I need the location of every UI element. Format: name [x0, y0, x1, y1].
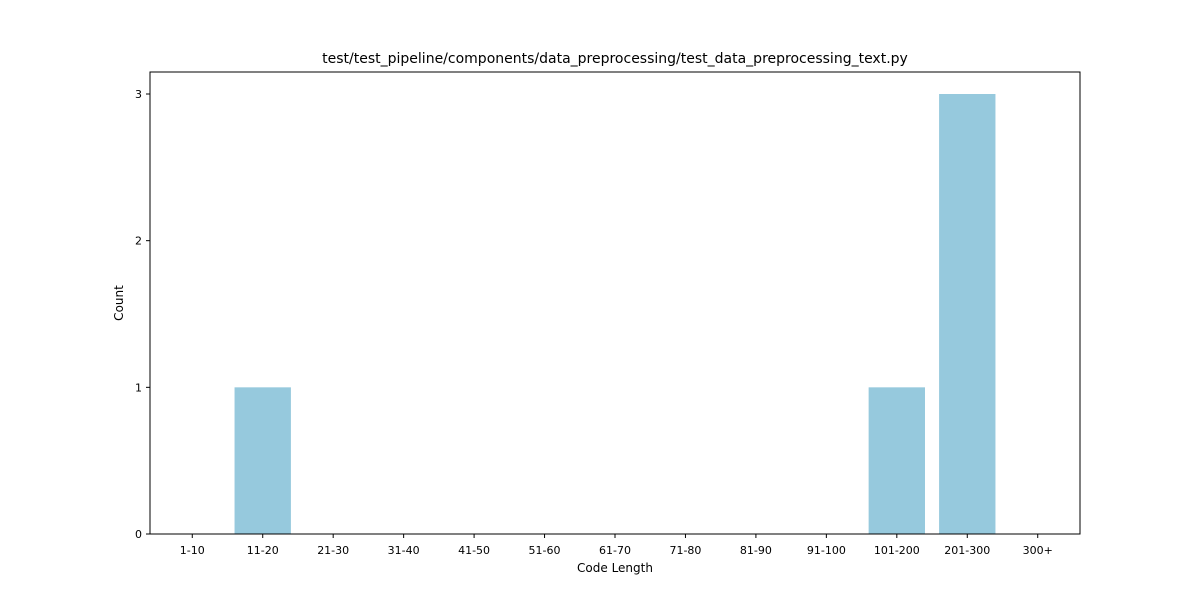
x-tick-label: 11-20: [247, 544, 279, 557]
y-tick-label: 2: [135, 235, 142, 248]
x-tick-label: 81-90: [740, 544, 772, 557]
x-tick-label: 61-70: [599, 544, 631, 557]
x-tick-label: 51-60: [529, 544, 561, 557]
bar-101-200: [868, 387, 925, 534]
y-tick-label: 3: [135, 88, 142, 101]
chart-title: test/test_pipeline/components/data_prepr…: [322, 51, 908, 67]
y-tick-label: 1: [135, 381, 142, 394]
x-tick-label: 300+: [1023, 544, 1053, 557]
x-tick-label: 71-80: [669, 544, 701, 557]
x-tick-label: 31-40: [388, 544, 420, 557]
y-tick-label: 0: [135, 528, 142, 541]
x-tick-label: 41-50: [458, 544, 490, 557]
x-axis-label: Code Length: [577, 561, 653, 575]
y-axis-label: Count: [112, 285, 126, 321]
x-tick-label: 101-200: [874, 544, 920, 557]
y-axis-ticks: 0 1 2 3: [135, 88, 150, 541]
bar-201-300: [939, 94, 996, 534]
bars: [234, 94, 996, 534]
x-tick-label: 1-10: [180, 544, 205, 557]
x-tick-label: 21-30: [317, 544, 349, 557]
x-tick-label: 201-300: [944, 544, 990, 557]
x-axis-ticks: 1-10 11-20 21-30 31-40 41-50 51-60 61-70 71-80 8…: [180, 534, 1053, 557]
bar-11-20: [234, 387, 291, 534]
x-tick-label: 91-100: [807, 544, 846, 557]
